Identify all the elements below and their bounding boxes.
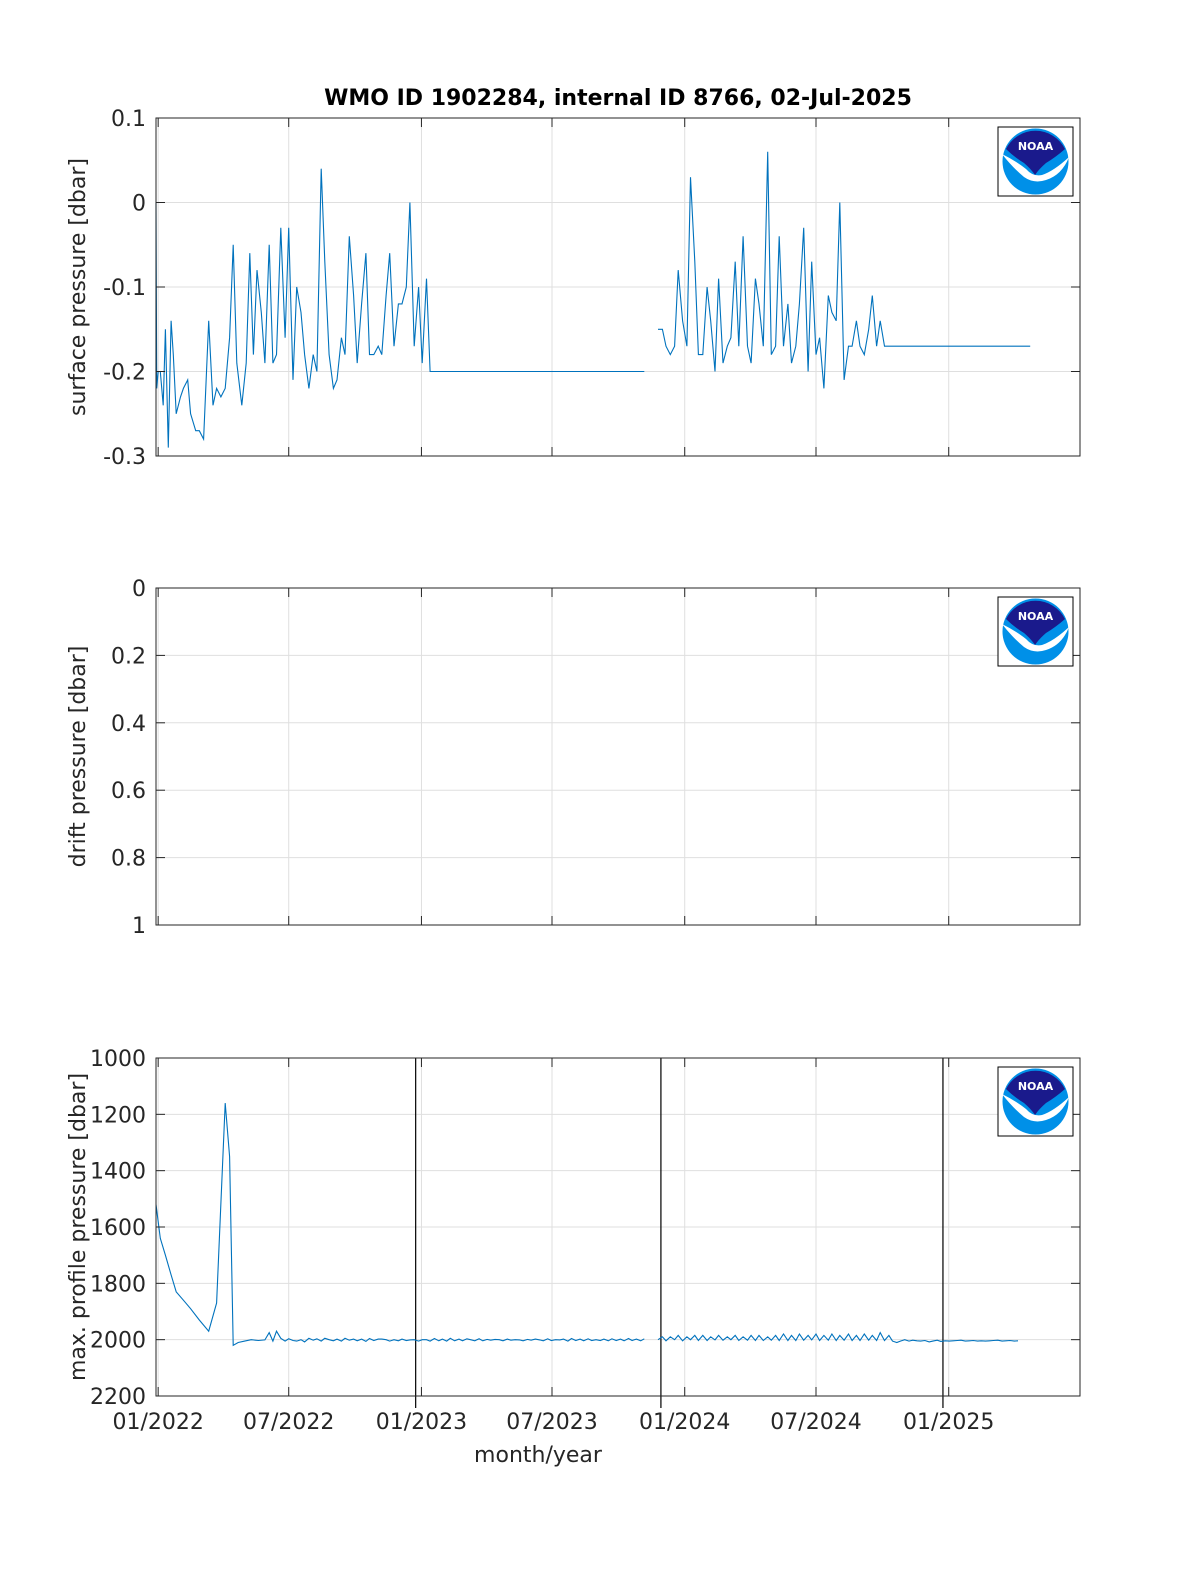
y-tick-label: -0.1 [103, 276, 146, 301]
max-profile-pressure-ylabel: max. profile pressure [dbar] [66, 1073, 91, 1381]
y-tick-label: 1200 [90, 1103, 146, 1128]
x-axis-label: month/year [474, 1443, 603, 1468]
noaa-logo-icon: NOAA [997, 596, 1074, 667]
noaa-logo-icon: NOAA [997, 1066, 1074, 1137]
surface-pressure-series-line [155, 151, 1031, 448]
logo-text: NOAA [1018, 610, 1054, 623]
logo-upper [1006, 1070, 1065, 1115]
max-profile-pressure-series-line [155, 1103, 1019, 1347]
logo-text: NOAA [1018, 1080, 1054, 1093]
x-tick-label: 01/2023 [376, 1410, 467, 1435]
y-tick-label: -0.3 [103, 445, 146, 470]
drift-pressure-frame [155, 587, 1081, 926]
y-tick-label: 0.4 [111, 712, 146, 737]
x-tick-label: 07/2024 [770, 1410, 861, 1435]
x-tick-label: 07/2023 [506, 1410, 597, 1435]
y-tick-label: 0.2 [111, 644, 146, 669]
y-tick-label: 1 [132, 914, 146, 939]
logo-text: NOAA [1018, 140, 1054, 153]
chart-title: WMO ID 1902284, internal ID 8766, 02-Jul… [324, 86, 912, 111]
logo-bird [1002, 624, 1069, 652]
drift-pressure-axes: 0 0.2 0.4 0.6 0.8 1 drift pressure [dbar] NOAA [66, 577, 1081, 939]
surface-pressure-ylabel: surface pressure [dbar] [66, 158, 91, 416]
x-tick-label: 01/2022 [112, 1410, 203, 1435]
y-tick-label: 1600 [90, 1216, 146, 1241]
y-tick-label: 2200 [90, 1385, 146, 1410]
max-profile-pressure-axes: 01/2022 07/2022 01/2023 07/2023 01/2024 07/20… [66, 1047, 1081, 1468]
x-tick-label: 07/2022 [243, 1410, 334, 1435]
drift-pressure-ylabel: drift pressure [dbar] [66, 646, 91, 868]
logo-upper [1006, 600, 1065, 645]
logo-bird [1002, 154, 1069, 182]
y-tick-label: 1800 [90, 1272, 146, 1297]
y-tick-label: 0.6 [111, 779, 146, 804]
y-tick-label: 2000 [90, 1329, 146, 1354]
logo-upper [1006, 130, 1065, 175]
y-tick-label: 1400 [90, 1160, 146, 1185]
y-tick-label: 1000 [90, 1047, 146, 1072]
y-tick-label: 0 [132, 192, 146, 217]
x-tick-label: 01/2025 [903, 1410, 994, 1435]
logo-bird [1002, 1094, 1069, 1122]
noaa-logo-icon: NOAA [997, 126, 1074, 197]
y-tick-label: 0.8 [111, 847, 146, 872]
x-tick-label: 01/2024 [639, 1410, 730, 1435]
surface-pressure-axes: -0.3 -0.2 -0.1 0 0.1 surface pressure [dbar] N… [66, 107, 1081, 470]
y-tick-label: 0 [132, 577, 146, 602]
y-tick-label: -0.2 [103, 361, 146, 386]
y-tick-label: 0.1 [111, 107, 146, 132]
